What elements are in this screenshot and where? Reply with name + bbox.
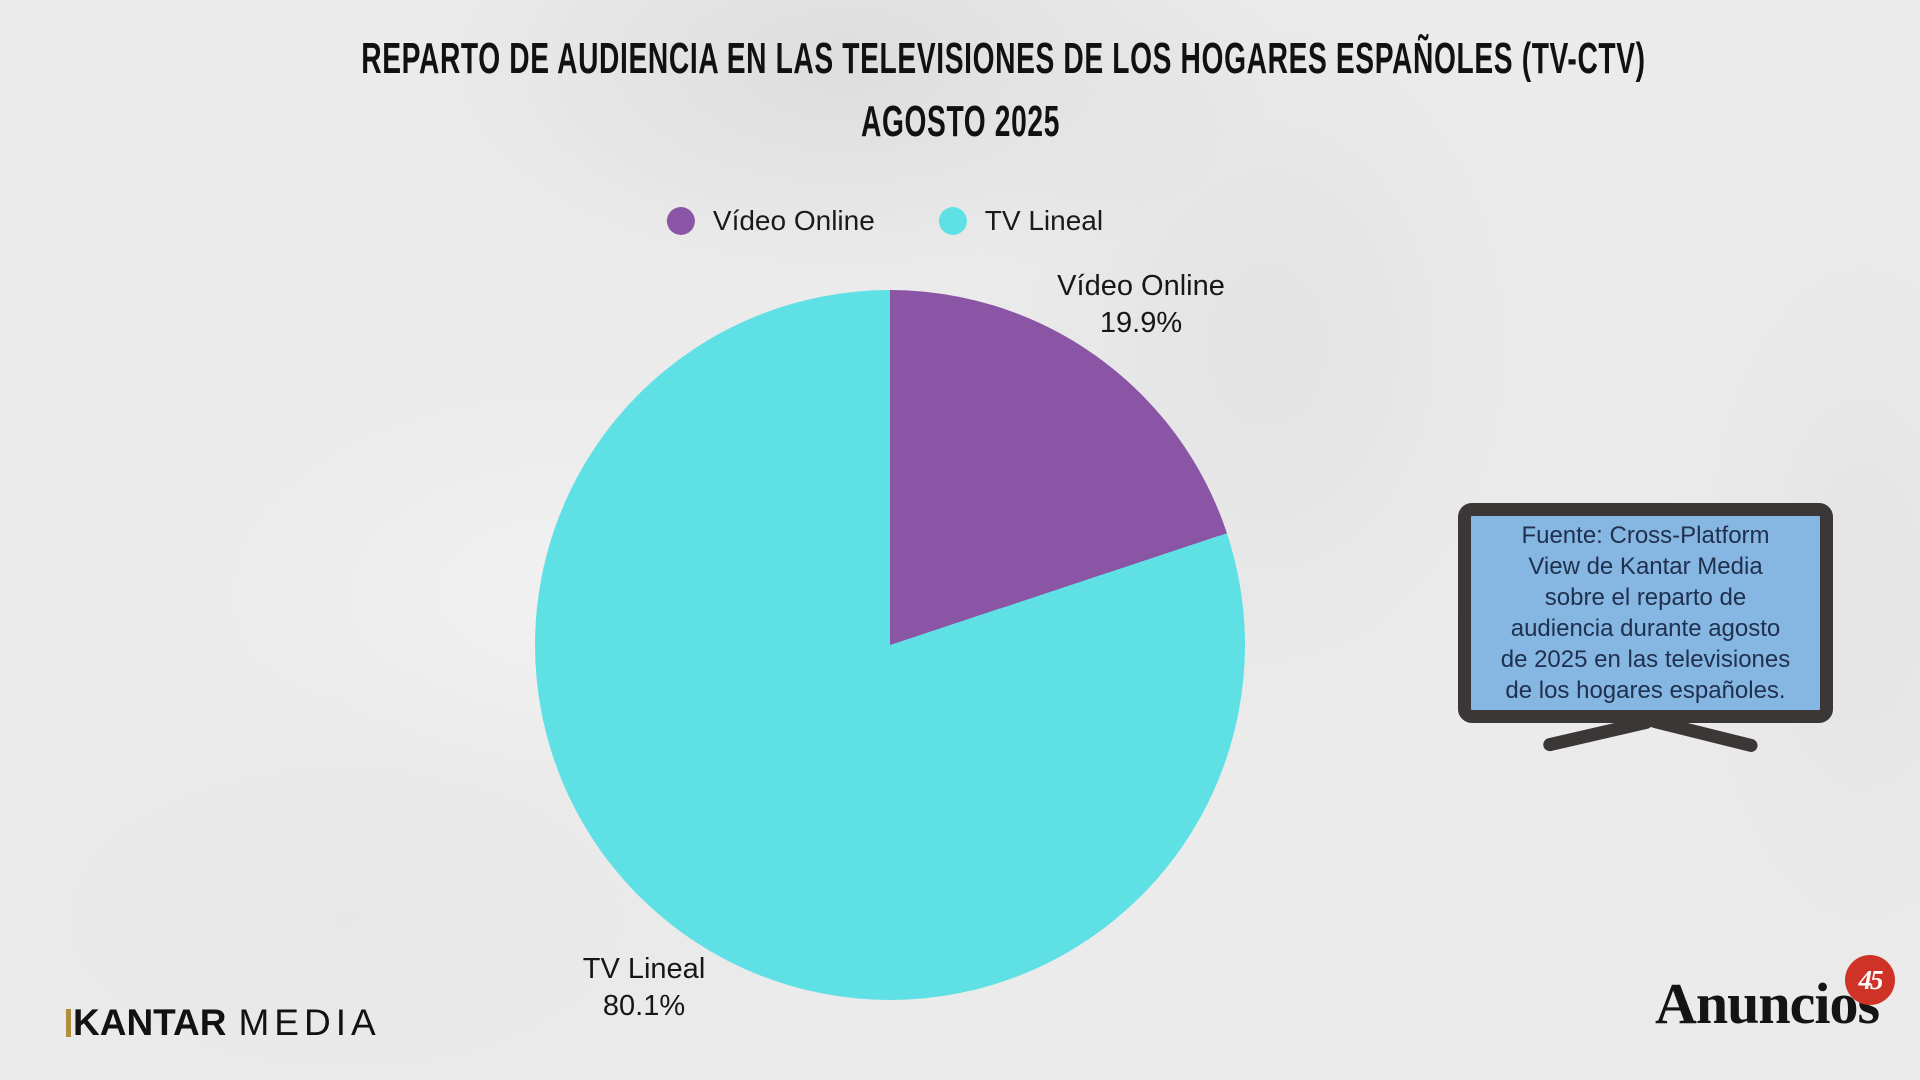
source-text-line: Fuente: Cross-Platform [1521,522,1770,549]
pie-label-video-online-name: Vídeo Online [1057,270,1225,302]
pie-label-video-online-value: 19.9% [1099,307,1183,339]
source-text-line: audiencia durante agosto [1510,615,1781,642]
legend-item-tv-lineal: TV Lineal [938,205,1104,237]
kantar-logo-text: KANTAR [73,1002,227,1043]
source-text-line: sobre el reparto de [1544,584,1747,611]
legend-label-tv-lineal: TV Lineal [984,205,1104,236]
kantar-gold-bar-icon [66,1009,71,1037]
chart-title-line1: REPARTO DE AUDIENCIA EN LAS TELEVISIONES… [0,34,1920,84]
anuncios-badge: 45 [1845,955,1895,1005]
pie-label-video-online: Vídeo Online 19.9% [1057,268,1225,342]
chart-legend: Vídeo Online TV Lineal [666,205,1104,237]
pie-label-tv-lineal-value: 80.1% [602,990,686,1022]
anuncios-badge-number: 45 [1858,964,1884,995]
source-text-line: de los hogares españoles. [1505,677,1786,704]
pie-label-tv-lineal: TV Lineal 80.1% [583,951,706,1025]
kantar-media-logo: KANTAR MEDIA [66,1002,381,1044]
source-text-line: de 2025 en las televisiones [1500,646,1791,673]
source-tv-screen: Fuente: Cross-Platform View de Kantar Me… [1458,503,1833,723]
media-logo-text: MEDIA [238,1002,381,1043]
legend-item-video-online: Vídeo Online [666,205,875,237]
chart-title-line2: AGOSTO 2025 [0,97,1920,147]
legend-swatch-video-online-icon [666,207,695,235]
anuncios-logo: Anuncios 45 [1655,955,1900,1045]
chart-title-line1-text: REPARTO DE AUDIENCIA EN LAS TELEVISIONES… [361,34,1646,83]
source-tv-box: Fuente: Cross-Platform View de Kantar Me… [1458,503,1833,773]
legend-swatch-tv-lineal-icon [938,207,967,235]
chart-title-line2-text: AGOSTO 2025 [860,97,1060,146]
legend-label-video-online: Vídeo Online [712,205,875,236]
pie-chart [535,290,1245,1000]
anuncios-logo-text: Anuncios [1655,971,1880,1036]
source-text-line: View de Kantar Media [1528,553,1763,580]
pie-label-tv-lineal-name: TV Lineal [582,953,706,985]
